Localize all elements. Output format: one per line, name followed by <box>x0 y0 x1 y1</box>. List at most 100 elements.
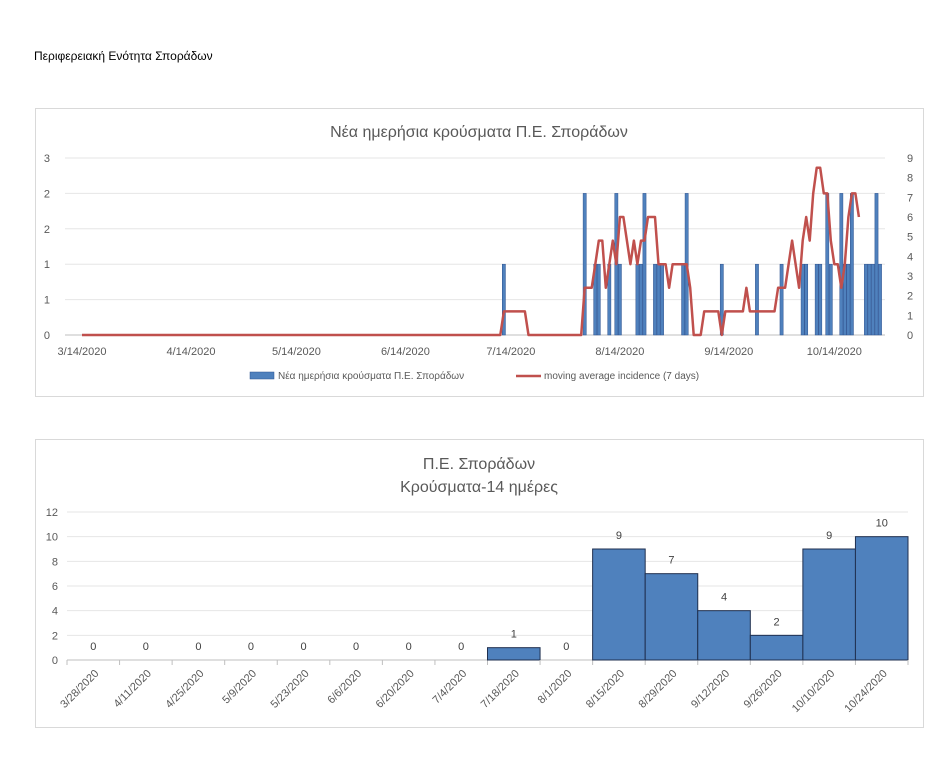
chart2-x-tick-label: 5/23/2020 <box>269 668 312 711</box>
chart1-y-left-tick-label: 3 <box>44 153 50 165</box>
chart2-y-tick-label: 4 <box>52 606 58 618</box>
chart2-y-tick-label: 12 <box>46 507 58 519</box>
chart2-y-tick-label: 0 <box>52 655 58 667</box>
chart1-x-tick-label: 8/14/2020 <box>595 346 644 358</box>
chart1-y-left-tick-label: 1 <box>44 259 50 271</box>
chart1-y-right-tick-label: 6 <box>907 212 913 224</box>
chart1-y-left-tick-label: 0 <box>44 330 50 342</box>
chart1-daily-case-bar <box>878 263 882 336</box>
chart2-x-tick-label: 6/20/2020 <box>374 668 417 711</box>
chart2-data-label: 2 <box>774 616 780 628</box>
chart1-daily-case-bar <box>582 193 587 336</box>
daily-cases-chart-svg: Νέα ημερήσια κρούσματα Π.Ε. Σποράδων 0 1 1 2… <box>44 124 913 382</box>
chart1-x-tick-label: 3/14/2020 <box>58 346 107 358</box>
chart1-daily-case-bar <box>839 193 844 336</box>
chart1-daily-case-bar <box>804 263 809 336</box>
chart1-daily-case-bar <box>755 263 759 336</box>
chart2-bar <box>697 610 751 661</box>
chart1-daily-case-bar <box>779 263 784 336</box>
chart2-data-label: 0 <box>353 641 359 653</box>
chart2-bar <box>749 634 804 661</box>
chart2-data-label: 9 <box>616 530 622 542</box>
chart1-legend-bar-label: Νέα ημερήσια κρούσματα Π.Ε. Σποράδων <box>278 370 464 382</box>
chart2-x-tick-label: 8/1/2020 <box>536 668 575 707</box>
chart2-x-tick-label: 9/12/2020 <box>689 668 732 711</box>
chart1-x-tick-label: 9/14/2020 <box>704 346 753 358</box>
daily-cases-chart: Νέα ημερήσια κρούσματα Π.Ε. Σποράδων 0 1 1 2… <box>35 108 924 397</box>
chart1-daily-case-bar <box>871 263 875 336</box>
chart1-legend-line-label: moving average incidence (7 days) <box>544 371 699 382</box>
chart1-title: Νέα ημερήσια κρούσματα Π.Ε. Σποράδων <box>330 124 628 141</box>
chart1-daily-case-bar <box>642 193 647 336</box>
chart2-data-label: 9 <box>826 530 832 542</box>
chart2-bar <box>592 548 646 661</box>
chart2-subtitle: Κρούσματα-14 ημέρες <box>400 479 558 496</box>
chart1-y-right-tick-label: 4 <box>907 251 913 263</box>
chart2-data-label: 0 <box>195 641 201 653</box>
chart2-x-tick-label: 10/10/2020 <box>790 668 837 715</box>
chart2-data-label: 0 <box>248 641 254 653</box>
chart1-daily-case-bar <box>596 263 601 336</box>
chart2-data-label: 0 <box>563 641 569 653</box>
chart1-daily-case-bar <box>639 263 643 336</box>
chart2-y-tick-label: 6 <box>52 581 58 593</box>
chart2-data-label: 0 <box>90 641 96 653</box>
chart1-y-right-tick-label: 8 <box>907 173 913 185</box>
chart1-daily-case-bar <box>864 263 868 336</box>
chart1-daily-case-bar <box>828 263 833 336</box>
chart1-daily-case-bar <box>814 263 819 336</box>
chart2-x-tick-label: 8/29/2020 <box>637 668 680 711</box>
chart2-x-tick-label: 9/26/2020 <box>742 668 785 711</box>
chart2-data-label: 4 <box>721 592 727 604</box>
chart2-x-tick-label: 7/4/2020 <box>431 668 470 707</box>
chart2-bar <box>854 536 909 661</box>
chart1-daily-case-bar <box>656 263 661 336</box>
chart1-x-tick-label: 10/14/2020 <box>807 346 862 358</box>
chart1-x-tick-label: 4/14/2020 <box>167 346 216 358</box>
chart1-daily-case-bar <box>681 263 685 336</box>
chart1-x-tick-label: 5/14/2020 <box>272 346 321 358</box>
page-title: Περιφερειακή Ενότητα Σποράδων <box>34 49 213 63</box>
chart1-daily-case-bar <box>800 263 805 336</box>
chart2-x-tick-label: 10/24/2020 <box>842 668 889 715</box>
chart1-y-left-tick-label: 2 <box>44 188 50 200</box>
chart1-daily-case-bar <box>635 263 640 336</box>
chart2-x-tick-label: 3/28/2020 <box>58 668 101 711</box>
chart2-data-label: 0 <box>406 641 412 653</box>
chart1-daily-case-bar <box>846 263 851 336</box>
chart1-daily-case-bar <box>850 193 854 336</box>
chart2-bar <box>644 573 699 661</box>
chart1-y-right-tick-label: 5 <box>907 232 913 244</box>
chart2-x-tick-label: 7/18/2020 <box>479 668 522 711</box>
chart2-x-tick-label: 5/9/2020 <box>220 668 259 707</box>
chart1-daily-case-bar <box>867 263 872 336</box>
chart2-y-tick-label: 10 <box>46 532 58 544</box>
chart2-y-tick-label: 8 <box>52 556 58 568</box>
chart2-x-tick-label: 6/6/2020 <box>325 668 364 707</box>
chart1-moving-average-line <box>82 166 861 337</box>
chart2-data-label: 10 <box>876 518 888 530</box>
chart1-y-right-tick-label: 3 <box>907 271 913 283</box>
chart1-legend-bar-swatch <box>249 371 275 380</box>
chart2-y-tick-label: 2 <box>52 630 58 642</box>
chart2-data-label: 1 <box>511 629 517 641</box>
chart1-y-right-tick-label: 9 <box>907 153 913 165</box>
chart2-data-label: 7 <box>668 555 674 567</box>
chart1-y-left-tick-label: 2 <box>44 224 50 236</box>
chart1-y-right-tick-label: 0 <box>907 330 913 342</box>
fourteen-day-cases-chart: Π.Ε. Σποράδων Κρούσματα-14 ημέρες 0 2 4 6 8 10 1… <box>35 439 924 728</box>
chart2-data-label: 0 <box>143 641 149 653</box>
chart2-data-label: 0 <box>458 641 464 653</box>
chart2-title: Π.Ε. Σποράδων <box>423 456 535 473</box>
chart1-y-left-tick-label: 1 <box>44 295 50 307</box>
chart1-daily-case-bar <box>653 263 657 336</box>
chart1-daily-case-bar <box>874 193 879 336</box>
chart1-daily-case-bar <box>618 263 622 336</box>
chart2-data-label: 0 <box>300 641 306 653</box>
chart1-daily-case-bar <box>818 263 823 336</box>
chart1-y-right-tick-label: 1 <box>907 310 913 322</box>
chart2-x-tick-label: 8/15/2020 <box>584 668 627 711</box>
chart1-y-right-tick-label: 2 <box>907 291 913 303</box>
chart1-x-tick-label: 6/14/2020 <box>381 346 430 358</box>
